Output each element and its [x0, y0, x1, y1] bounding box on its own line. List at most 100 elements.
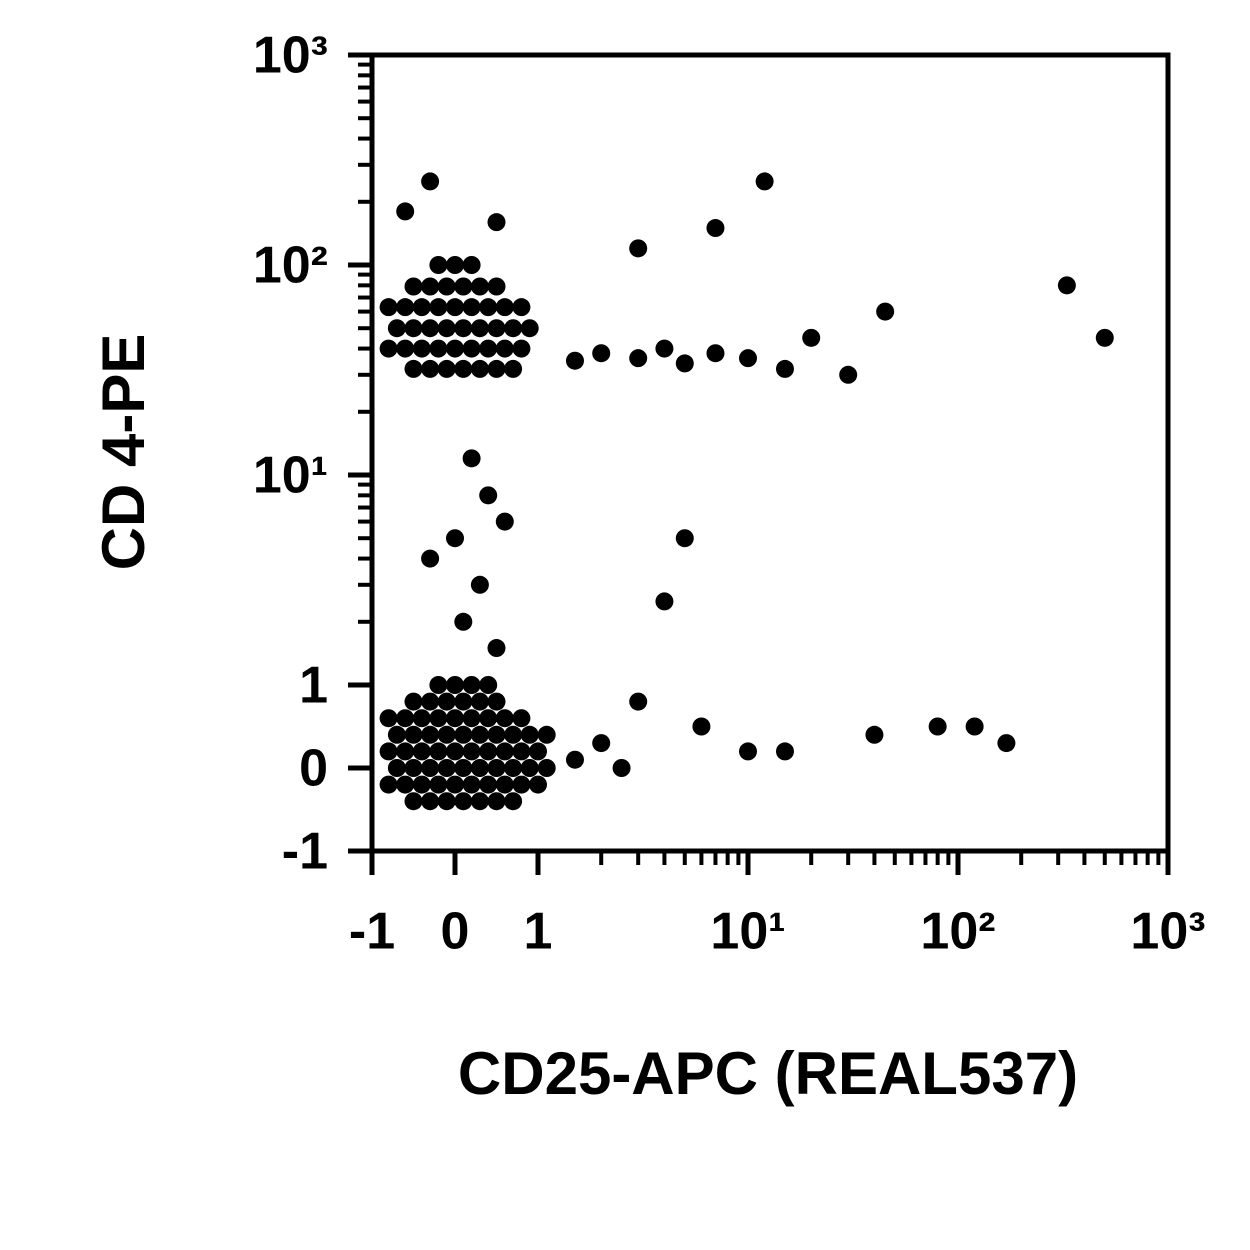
point: [470, 692, 489, 711]
point: [429, 256, 448, 274]
point: [479, 775, 498, 794]
point: [421, 319, 440, 338]
point: [479, 339, 498, 358]
point: [479, 298, 498, 317]
point: [379, 742, 398, 761]
point: [412, 742, 431, 761]
point: [421, 692, 440, 711]
point: [437, 319, 456, 338]
point: [512, 709, 531, 728]
point: [629, 239, 648, 258]
point: [404, 759, 423, 777]
point: [404, 319, 423, 338]
point: [470, 792, 489, 811]
point: [446, 775, 464, 794]
plot-frame: [369, 52, 1171, 854]
point: [462, 256, 481, 274]
point: [404, 725, 423, 744]
point: [612, 759, 631, 777]
point: [479, 486, 498, 505]
point: [739, 349, 757, 368]
point: [379, 339, 398, 358]
y-tick-label: 10¹: [253, 447, 328, 505]
point: [592, 344, 611, 363]
point: [928, 717, 947, 736]
point: [965, 717, 984, 736]
point: [739, 742, 757, 761]
point: [437, 759, 456, 777]
point: [495, 298, 514, 317]
point: [412, 298, 431, 317]
point: [520, 759, 539, 777]
point: [487, 639, 506, 658]
point: [396, 202, 415, 221]
point: [446, 709, 464, 728]
point: [404, 277, 423, 296]
point: [487, 277, 506, 296]
y-tick-label: 10³: [253, 27, 328, 85]
point: [495, 709, 514, 728]
point: [429, 339, 448, 358]
point: [755, 172, 774, 191]
point: [520, 319, 539, 338]
point: [487, 319, 506, 338]
point: [462, 339, 481, 358]
point: [487, 792, 506, 811]
point: [775, 742, 794, 761]
point: [412, 709, 431, 728]
point: [655, 339, 674, 358]
x-tick-label: 1: [524, 903, 553, 961]
point: [1095, 328, 1114, 347]
point: [446, 742, 464, 761]
point: [537, 725, 556, 744]
point: [487, 692, 506, 711]
point: [802, 328, 821, 347]
point: [446, 339, 464, 358]
point: [404, 359, 423, 378]
point: [470, 725, 489, 744]
point: [462, 676, 481, 694]
point: [421, 359, 440, 378]
point: [421, 792, 440, 811]
point: [487, 213, 506, 232]
point: [565, 351, 584, 370]
point: [446, 529, 464, 548]
point: [454, 792, 473, 811]
point: [479, 709, 498, 728]
point: [629, 692, 648, 711]
point: [470, 319, 489, 338]
point: [592, 734, 611, 753]
point: [454, 319, 473, 338]
point: [387, 319, 406, 338]
point: [876, 302, 895, 321]
point: [487, 725, 506, 744]
point: [379, 709, 398, 728]
point: [396, 775, 415, 794]
point: [504, 792, 523, 811]
point: [404, 692, 423, 711]
point: [429, 742, 448, 761]
point: [512, 775, 531, 794]
point: [504, 319, 523, 338]
x-tick-label: 10²: [920, 903, 995, 961]
y-axis-title: CD 4-PE: [90, 334, 157, 571]
point: [454, 612, 473, 631]
point: [479, 676, 498, 694]
y-tick-label: 0: [299, 740, 328, 798]
x-tick-label: 10¹: [710, 903, 785, 961]
y-tick-label: 1: [299, 657, 328, 715]
point: [454, 277, 473, 296]
point: [421, 277, 440, 296]
y-tick-label: 10²: [253, 237, 328, 295]
point: [529, 742, 547, 761]
point: [437, 725, 456, 744]
point: [446, 676, 464, 694]
point: [412, 339, 431, 358]
point: [429, 709, 448, 728]
point: [437, 692, 456, 711]
point: [470, 277, 489, 296]
point: [421, 172, 440, 191]
point: [396, 298, 415, 317]
